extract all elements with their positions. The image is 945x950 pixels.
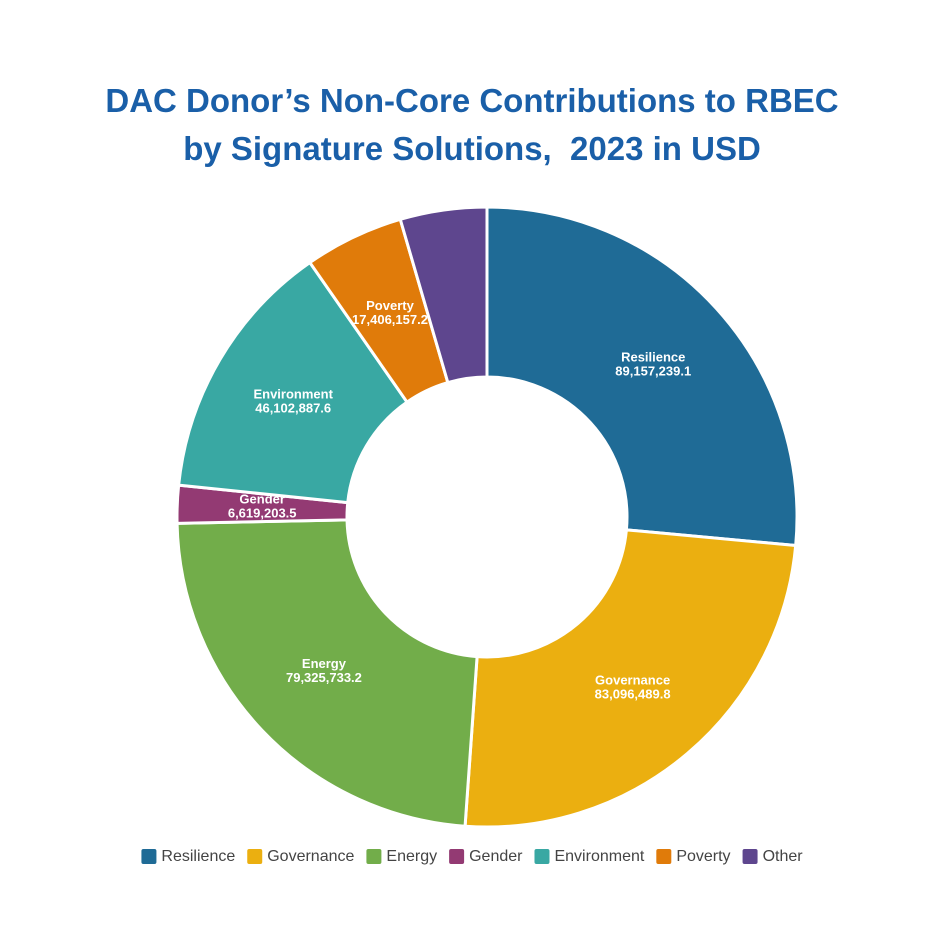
legend-swatch [366,849,382,864]
legend-label: Energy [386,848,437,865]
data-label-value: 17,406,157.2 [352,312,428,327]
legend: Resilience Governance Energy Gender Environm… [141,848,803,865]
data-label-value: 6,619,203.5 [228,506,297,521]
slice [175,518,479,828]
legend-label: Governance [267,848,354,865]
legend-swatch [656,849,672,864]
legend-label: Poverty [676,848,730,865]
slice [485,205,799,548]
slice [463,528,798,829]
legend-swatch [742,849,758,864]
legend-swatch [534,849,550,864]
legend-swatch [247,849,263,864]
data-label-name: Environment [253,387,333,402]
legend-label: Resilience [161,848,235,865]
data-label-value: 46,102,887.6 [255,401,331,416]
chart-title: by Signature Solutions, 2023 in USD [183,130,761,167]
data-label-value: 89,157,239.1 [615,363,691,378]
data-label-name: Governance [595,673,670,688]
donut [175,205,799,829]
data-label-name: Gender [239,492,285,507]
data-label-name: Resilience [621,349,685,364]
data-label-name: Energy [302,656,347,671]
data-label-name: Poverty [366,298,414,313]
legend-label: Other [763,848,804,865]
legend-swatch [141,849,157,864]
data-label-value: 83,096,489.8 [595,687,671,702]
legend-label: Environment [554,848,644,865]
legend-label: Gender [469,848,523,865]
slice [398,205,489,385]
data-label-value: 79,325,733.2 [286,670,362,685]
chart-title: DAC Donor’s Non-Core Contributions to RB… [105,82,838,119]
legend-swatch [449,849,465,864]
